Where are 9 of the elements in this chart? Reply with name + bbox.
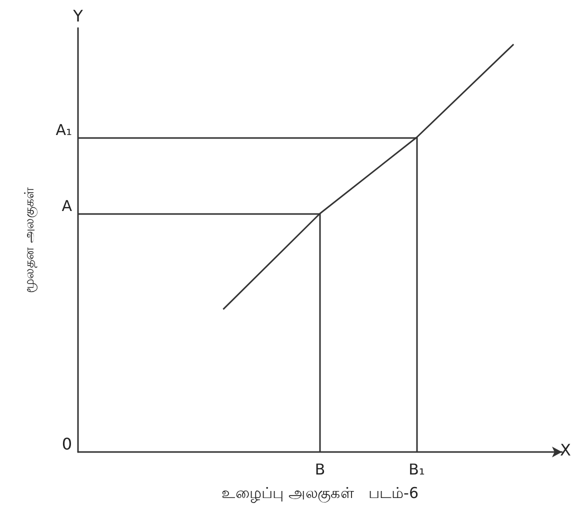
text: A <box>62 197 73 215</box>
x-tick-label: B₁ <box>408 460 425 478</box>
annotation: X <box>560 440 572 460</box>
x-tick-label: B <box>314 460 326 478</box>
text: A₁ <box>56 120 72 139</box>
text: 0 <box>62 434 72 454</box>
text: உழைப்பு அலகுகள் படம்-6 <box>221 484 419 502</box>
text: Y <box>72 6 84 26</box>
y-axis-title: மூலதன அலகுகள் <box>22 186 38 294</box>
